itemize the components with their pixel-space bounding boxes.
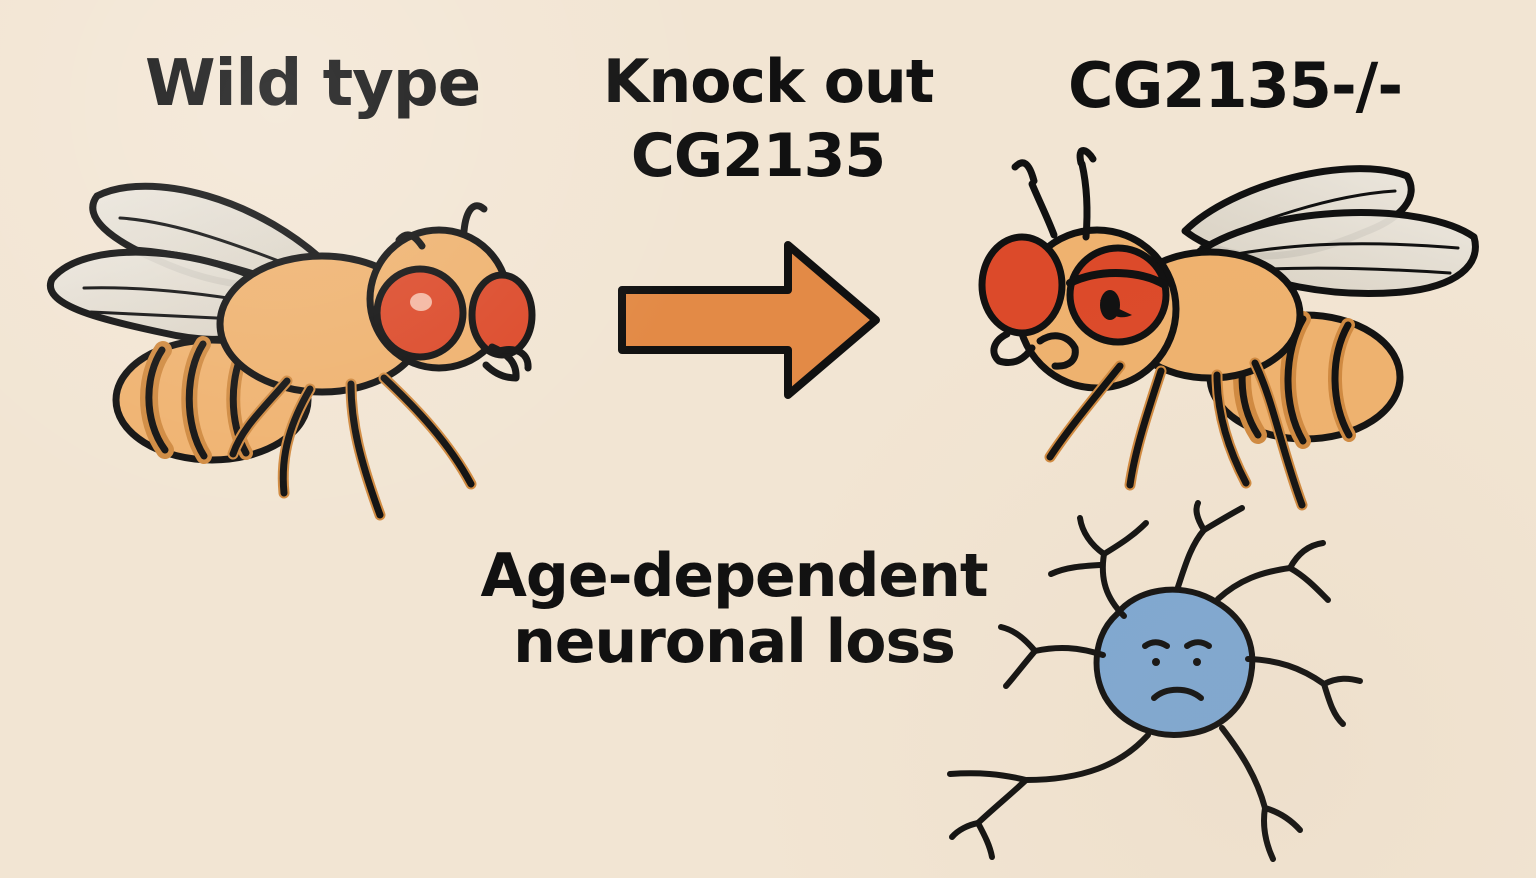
wild-eye-icon	[373, 265, 467, 361]
neuronal-loss-label-line-2: neuronal loss	[513, 607, 956, 677]
neuron-body-icon	[1093, 586, 1256, 738]
mutant-eye-icon	[1066, 244, 1170, 346]
mutant-fly-icon	[978, 147, 1479, 511]
knockout-label: Knock out CG2135	[603, 47, 934, 200]
knockout-label-line-2: CG2135	[630, 121, 886, 191]
wild-type-fly-icon	[46, 182, 536, 521]
knockout-arrow-icon	[618, 241, 880, 399]
wild-type-label: Wild type	[145, 47, 481, 121]
sad-neuron-icon	[947, 500, 1363, 862]
neuronal-loss-label: Age-dependent neuronal loss	[474, 543, 994, 675]
knockout-label-line-1: Knock out	[603, 47, 934, 117]
mutant-label: CG2135-/-	[1068, 49, 1403, 122]
neuronal-loss-label-line-1: Age-dependent	[480, 541, 988, 611]
